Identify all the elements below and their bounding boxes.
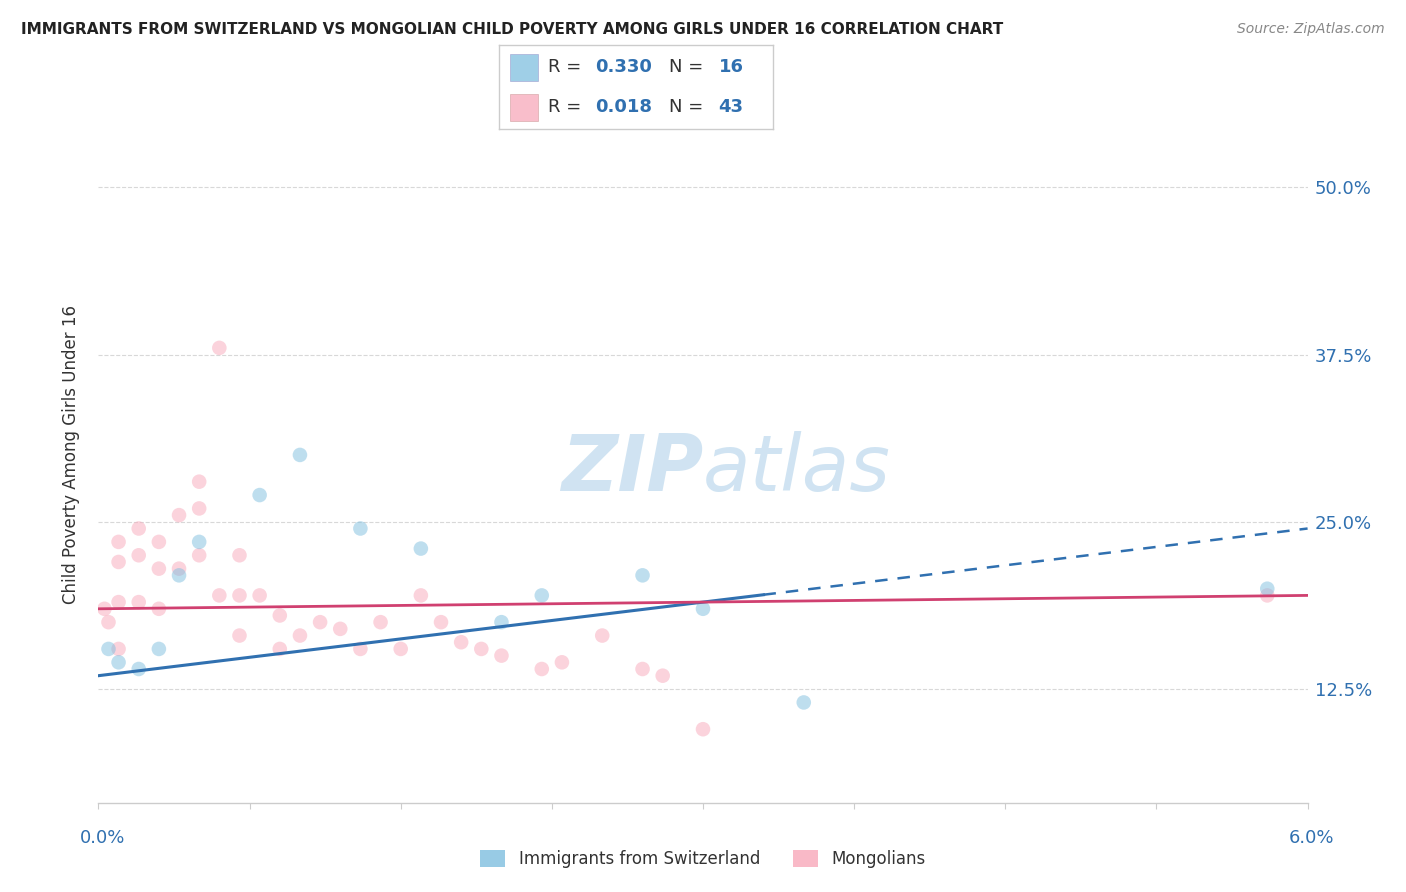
Text: 0.018: 0.018 <box>595 98 652 116</box>
Point <box>389 642 412 657</box>
Point <box>128 521 150 535</box>
Point <box>470 642 492 657</box>
Point <box>128 662 150 676</box>
Point <box>249 488 271 502</box>
Point <box>148 535 170 549</box>
Point <box>208 341 231 355</box>
Point <box>309 615 332 630</box>
Text: 6.0%: 6.0% <box>1289 829 1334 847</box>
Point <box>692 723 714 737</box>
Point <box>128 595 150 609</box>
Point <box>409 541 432 556</box>
Point <box>188 548 211 563</box>
Point <box>107 555 129 569</box>
Point <box>97 642 120 657</box>
Point <box>530 589 553 603</box>
Point <box>692 602 714 616</box>
Text: IMMIGRANTS FROM SWITZERLAND VS MONGOLIAN CHILD POVERTY AMONG GIRLS UNDER 16 CORR: IMMIGRANTS FROM SWITZERLAND VS MONGOLIAN… <box>21 22 1004 37</box>
Point <box>167 508 190 523</box>
Point <box>288 448 311 462</box>
Point <box>148 602 170 616</box>
Point <box>107 655 129 669</box>
Point <box>228 628 250 642</box>
Point <box>370 615 392 630</box>
Point <box>551 655 574 669</box>
Point <box>128 548 150 563</box>
Point <box>793 696 815 710</box>
Point <box>491 615 513 630</box>
Point <box>491 648 513 663</box>
Point <box>530 662 553 676</box>
Point <box>430 615 453 630</box>
Text: 43: 43 <box>718 98 744 116</box>
Text: 16: 16 <box>718 59 744 77</box>
Point <box>97 615 120 630</box>
Point <box>288 628 311 642</box>
Point <box>409 589 432 603</box>
Legend: Immigrants from Switzerland, Mongolians: Immigrants from Switzerland, Mongolians <box>474 843 932 874</box>
Point <box>1256 582 1278 596</box>
Point <box>591 628 613 642</box>
Text: 0.0%: 0.0% <box>80 829 125 847</box>
Point <box>269 608 291 623</box>
Point <box>188 475 211 489</box>
Point <box>329 622 352 636</box>
Point <box>188 535 211 549</box>
Point <box>167 562 190 576</box>
Point <box>188 501 211 516</box>
FancyBboxPatch shape <box>510 54 537 81</box>
Point <box>228 589 250 603</box>
Point <box>228 548 250 563</box>
Point <box>631 662 654 676</box>
Point <box>148 562 170 576</box>
Point <box>208 589 231 603</box>
Point <box>107 535 129 549</box>
Point <box>631 568 654 582</box>
Point <box>450 635 472 649</box>
Point <box>269 642 291 657</box>
Point <box>107 595 129 609</box>
Text: ZIP: ZIP <box>561 431 703 507</box>
Y-axis label: Child Poverty Among Girls Under 16: Child Poverty Among Girls Under 16 <box>62 305 80 605</box>
Point <box>249 589 271 603</box>
Text: atlas: atlas <box>703 431 891 507</box>
Text: R =: R = <box>548 98 588 116</box>
Point <box>107 642 129 657</box>
Point <box>651 669 673 683</box>
Text: R =: R = <box>548 59 588 77</box>
Text: N =: N = <box>669 59 709 77</box>
Text: N =: N = <box>669 98 709 116</box>
Point <box>148 642 170 657</box>
Text: 0.330: 0.330 <box>595 59 652 77</box>
Point <box>167 568 190 582</box>
Point <box>1256 589 1278 603</box>
Point <box>349 521 371 535</box>
Point <box>349 642 371 657</box>
FancyBboxPatch shape <box>510 94 537 120</box>
Text: Source: ZipAtlas.com: Source: ZipAtlas.com <box>1237 22 1385 37</box>
Point <box>93 602 115 616</box>
